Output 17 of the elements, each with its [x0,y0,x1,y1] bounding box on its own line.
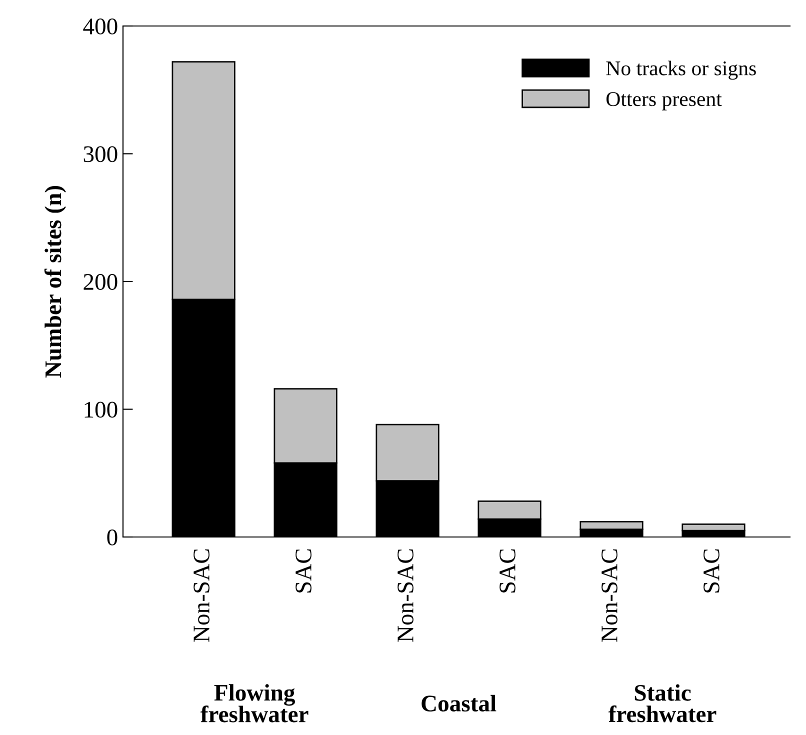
y-tick-label: 100 [84,402,118,418]
text: Static freshwater [608,684,716,722]
legend-label: Otters present [606,92,722,110]
y-tick-label: 0 [107,529,118,546]
x-tick-label: Non-SAC [194,549,210,642]
text: Coastal [422,694,496,712]
text: Flowing freshwater [200,684,308,722]
y-axis-title: Number of sites (n) [44,186,66,378]
y-tick-label: 400 [83,18,118,34]
y-tick-label: 200 [84,274,118,290]
x-tick-label: SAC [500,549,516,592]
x-tick-label: SAC [704,549,720,592]
x-tick-label: Non-SAC [398,549,414,642]
legend-label: No tracks or signs [606,60,756,80]
x-tick-label: Non-SAC [602,549,618,642]
y-tick-label: 300 [84,146,118,162]
x-tick-label: SAC [296,549,312,592]
